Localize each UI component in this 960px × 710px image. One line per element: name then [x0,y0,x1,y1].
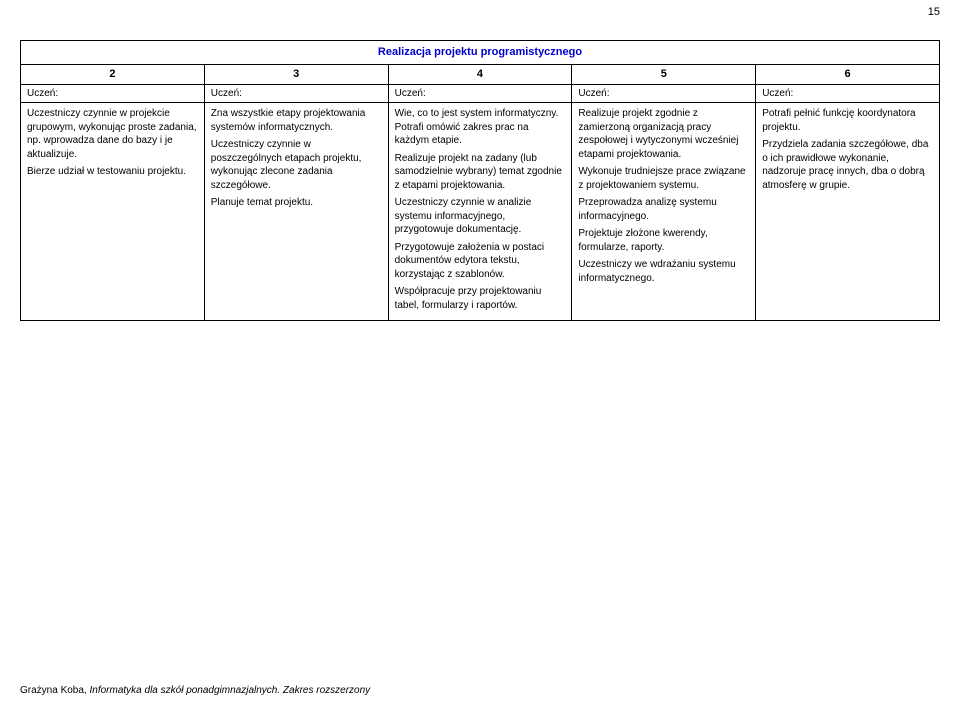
footer-book: Informatyka dla szkół ponadgimnazjalnych… [89,685,370,696]
col-num-2: 2 [21,64,205,84]
para: Wykonuje trudniejsze prace związane z pr… [578,165,749,192]
para: Współpracuje przy projektowaniu tabel, f… [395,285,566,312]
col-num-3: 3 [204,64,388,84]
cell-col4: Wie, co to jest system informatyczny. Po… [388,103,572,321]
para: Przygotowuje założenia w postaci dokumen… [395,241,566,282]
col-num-6: 6 [756,64,940,84]
para: Realizuje projekt zgodnie z zamierzoną o… [578,107,749,161]
cell-col2: Uczestniczy czynnie w projekcie grupowym… [21,103,205,321]
row-label-4: Uczeń: [756,84,940,103]
para: Uczestniczy czynnie w poszczególnych eta… [211,138,382,192]
para: Przydziela zadania szczegółowe, dba o ic… [762,138,933,192]
para: Zna wszystkie etapy projektowania system… [211,107,382,134]
table-container: Realizacja projektu programistycznego 2 … [0,0,960,321]
footer-author: Grażyna Koba, [20,685,89,696]
body-row: Uczestniczy czynnie w projekcie grupowym… [21,103,940,321]
row-label-2: Uczeń: [388,84,572,103]
para: Planuje temat projektu. [211,196,382,210]
col-num-4: 4 [388,64,572,84]
para: Przeprowadza analizę systemu informacyjn… [578,196,749,223]
curriculum-table: Realizacja projektu programistycznego 2 … [20,40,940,321]
cell-col3: Zna wszystkie etapy projektowania system… [204,103,388,321]
para: Wie, co to jest system informatyczny. Po… [395,107,566,148]
row-label-3: Uczeń: [572,84,756,103]
page-number: 15 [928,6,940,18]
number-header-row: 2 3 4 5 6 [21,64,940,84]
col-num-5: 5 [572,64,756,84]
para: Uczestniczy we wdrażaniu systemu informa… [578,258,749,285]
label-row: Uczeń: Uczeń: Uczeń: Uczeń: Uczeń: [21,84,940,103]
table-title-row: Realizacja projektu programistycznego [21,41,940,65]
para: Projektuje złożone kwerendy, formularze,… [578,227,749,254]
para: Bierze udział w testowaniu projektu. [27,165,198,179]
footer: Grażyna Koba, Informatyka dla szkół pona… [20,685,370,696]
cell-col5: Realizuje projekt zgodnie z zamierzoną o… [572,103,756,321]
row-label-1: Uczeń: [204,84,388,103]
row-label-0: Uczeń: [21,84,205,103]
para: Realizuje projekt na zadany (lub samodzi… [395,152,566,193]
para: Uczestniczy czynnie w projekcie grupowym… [27,107,198,161]
cell-col6: Potrafi pełnić funkcję koordynatora proj… [756,103,940,321]
para: Uczestniczy czynnie w analizie systemu i… [395,196,566,237]
para: Potrafi pełnić funkcję koordynatora proj… [762,107,933,134]
table-title: Realizacja projektu programistycznego [21,41,940,65]
